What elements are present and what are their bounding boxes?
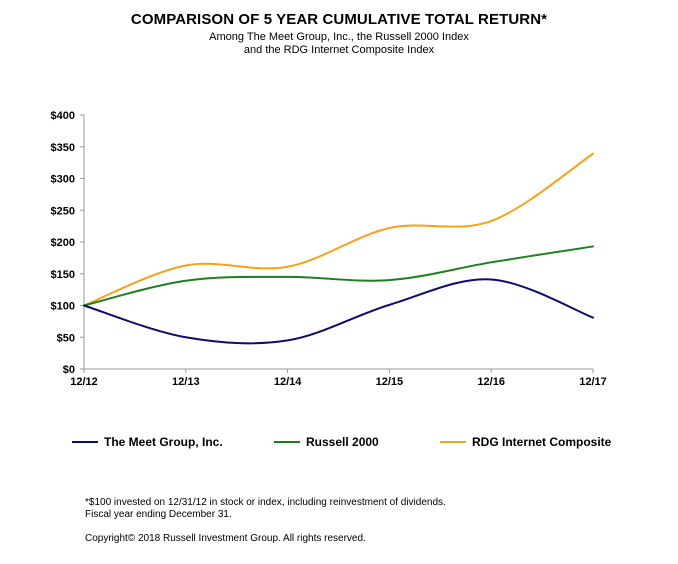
legend-label-russell-2000: Russell 2000 bbox=[306, 435, 379, 449]
footnote-investment: *$100 invested on 12/31/12 in stock or i… bbox=[85, 497, 446, 508]
footnote-fiscal-year: Fiscal year ending December 31. bbox=[85, 509, 232, 520]
y-tick-label: $50 bbox=[57, 332, 75, 344]
y-tick-label: $150 bbox=[51, 269, 75, 281]
series-line-rdg-internet bbox=[83, 152, 594, 307]
chart-title: COMPARISON OF 5 YEAR CUMULATIVE TOTAL RE… bbox=[130, 11, 548, 28]
legend-item-russell-2000: Russell 2000 bbox=[274, 434, 379, 450]
legend-swatch-meet-group bbox=[72, 441, 98, 443]
legend-swatch-rdg-internet bbox=[440, 441, 466, 443]
x-tick-label: 12/16 bbox=[477, 376, 505, 388]
chart-subtitle-line-1: Among The Meet Group, Inc., the Russell … bbox=[209, 31, 469, 43]
x-tick-label: 12/13 bbox=[172, 376, 200, 388]
legend-label-meet-group: The Meet Group, Inc. bbox=[104, 435, 223, 449]
legend-item-meet-group: The Meet Group, Inc. bbox=[72, 434, 223, 450]
legend-label-rdg-internet: RDG Internet Composite bbox=[472, 435, 612, 449]
y-tick-label: $0 bbox=[63, 364, 75, 376]
x-tick-label: 12/14 bbox=[274, 376, 302, 388]
x-tick-label: 12/15 bbox=[376, 376, 404, 388]
y-tick-label: $300 bbox=[51, 174, 75, 186]
legend-swatch-russell-2000 bbox=[274, 441, 300, 443]
legend-item-rdg-internet: RDG Internet Composite bbox=[440, 434, 611, 450]
series-line-meet-group bbox=[83, 278, 594, 345]
x-tick-label: 12/12 bbox=[70, 376, 98, 388]
y-tick-label: $400 bbox=[51, 110, 75, 122]
series-line-russell-2000 bbox=[83, 245, 594, 307]
y-tick-label: $100 bbox=[51, 301, 75, 313]
y-tick-label: $250 bbox=[51, 205, 75, 217]
y-tick-label: $350 bbox=[51, 142, 75, 154]
y-tick-label: $200 bbox=[51, 237, 75, 249]
chart-subtitle-line-2: and the RDG Internet Composite Index bbox=[243, 44, 435, 56]
x-tick-label: 12/17 bbox=[579, 376, 607, 388]
footnote-copyright: Copyright© 2018 Russell Investment Group… bbox=[85, 533, 366, 544]
